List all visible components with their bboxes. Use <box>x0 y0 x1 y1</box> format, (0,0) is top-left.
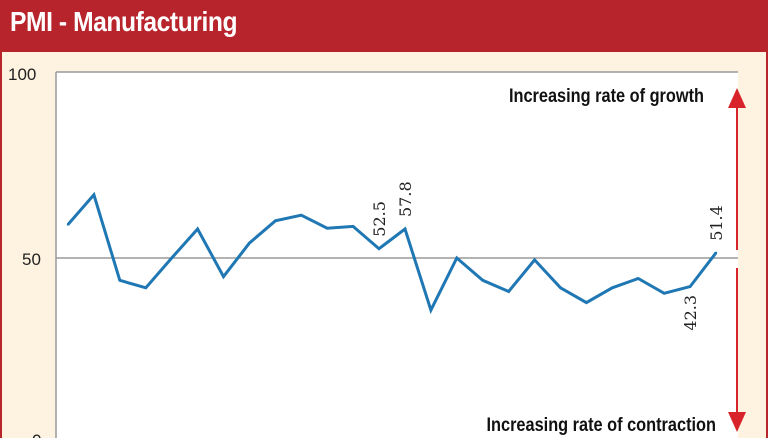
data-point <box>663 292 666 295</box>
ytick-100: 100 <box>8 65 36 84</box>
data-label: 52.5 <box>370 201 389 237</box>
data-point <box>714 251 718 254</box>
data-point <box>248 241 251 245</box>
data-point <box>688 285 692 288</box>
data-point <box>118 279 122 282</box>
data-point <box>92 193 96 196</box>
data-point <box>222 275 225 278</box>
data-point <box>533 258 536 262</box>
data-point <box>455 256 458 260</box>
data-label-group: 52.5 57.8 51.4 42.3 <box>370 181 726 330</box>
chart-header: PMI - Manufacturing <box>0 0 768 52</box>
annotation-growth: Increasing rate of growth <box>509 85 704 106</box>
data-label: 42.3 <box>681 295 700 331</box>
contraction-arrow-head <box>728 412 746 432</box>
data-point <box>585 301 588 304</box>
data-point <box>144 286 147 289</box>
data-label: 51.4 <box>707 205 726 241</box>
chart-area <box>0 52 768 438</box>
chart-title: PMI - Manufacturing <box>10 6 238 37</box>
data-point <box>351 225 355 228</box>
data-point <box>170 256 173 260</box>
plot-background <box>56 72 738 438</box>
data-point <box>611 286 614 289</box>
data-point <box>507 290 510 293</box>
series-group <box>66 191 718 315</box>
data-label: 57.8 <box>396 181 415 217</box>
data-point <box>274 219 277 222</box>
data-point <box>300 214 303 217</box>
pmi-series-line <box>66 191 718 315</box>
annotation-contraction: Increasing rate of contraction <box>486 414 716 435</box>
growth-arrow-head <box>728 88 746 108</box>
data-point <box>559 286 562 289</box>
ytick-50: 50 <box>22 250 41 269</box>
data-point <box>637 277 640 280</box>
data-point <box>196 227 199 231</box>
data-point <box>403 227 407 231</box>
data-point <box>481 279 484 282</box>
data-point <box>429 308 433 312</box>
data-point <box>377 247 381 250</box>
data-point <box>66 223 70 226</box>
data-point <box>326 227 329 230</box>
ytick-0: 0 <box>32 431 41 438</box>
